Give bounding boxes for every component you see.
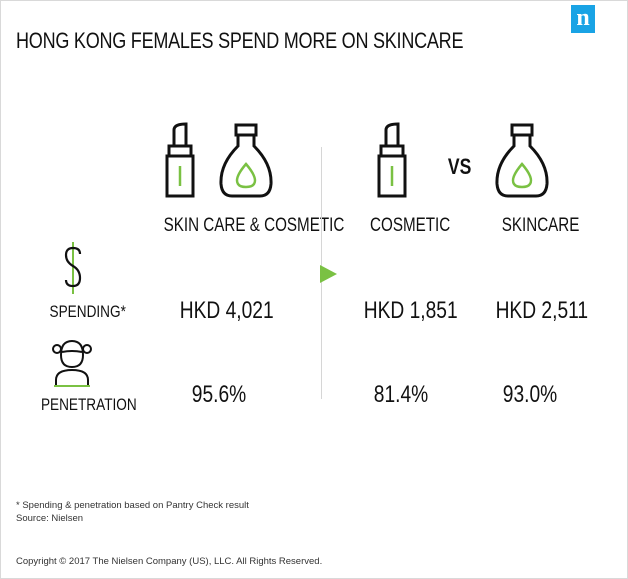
row-label-penetration: PENETRATION [40,395,137,414]
row-label-spending: SPENDING* [49,302,126,321]
column-header-cosmetic: COSMETIC [370,215,451,236]
footnote: * Spending & penetration based on Pantry… [16,500,249,511]
copyright-notice: Copyright © 2017 The Nielsen Company (US… [16,556,323,567]
lipstick-icon [377,122,407,198]
spending-cosmetic: HKD 1,851 [363,297,458,324]
page-title: HONG KONG FEMALES SPEND MORE ON SKINCARE [16,28,464,53]
dollar-sign-icon [64,242,82,294]
play-arrow-icon [320,265,337,283]
spending-combined: HKD 4,021 [179,297,274,324]
vs-label: VS [447,154,472,179]
nielsen-logo: n [571,5,595,33]
spending-skincare: HKD 2,511 [495,297,589,324]
penetration-combined: 95.6% [191,381,247,408]
lotion-bottle-icon [219,123,273,198]
column-header-combined: SKIN CARE & COSMETIC [163,215,345,236]
lotion-bottle-icon [495,123,549,198]
source-note: Source: Nielsen [16,513,84,524]
penetration-skincare: 93.0% [502,381,558,408]
penetration-cosmetic: 81.4% [373,381,429,408]
woman-icon [52,339,92,387]
column-header-skincare: SKINCARE [501,215,580,236]
lipstick-icon [165,122,195,198]
